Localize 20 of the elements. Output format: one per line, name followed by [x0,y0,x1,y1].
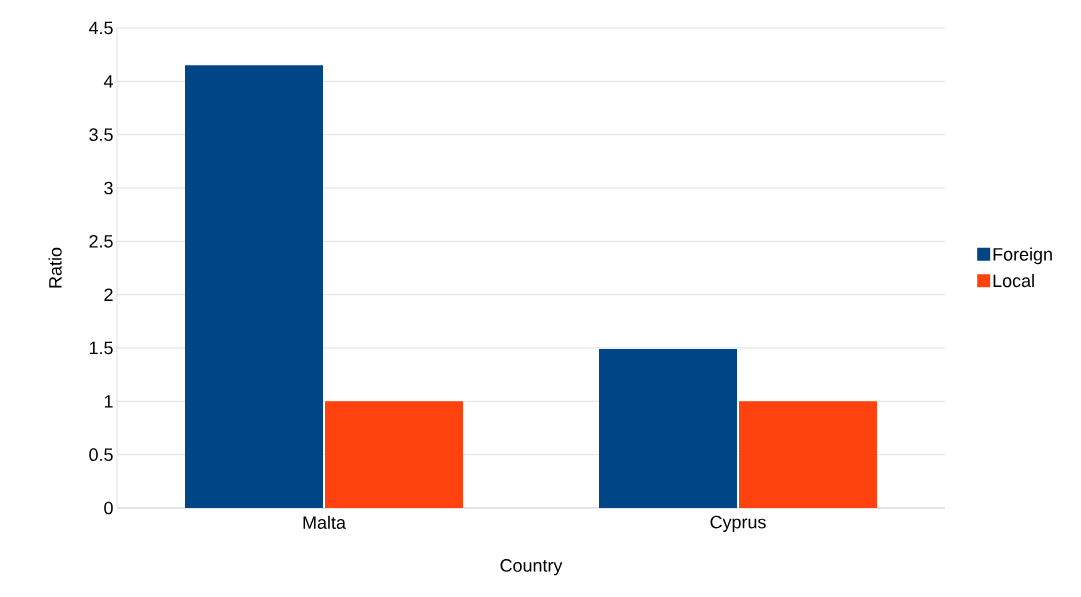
y-tick-label: 3.5 [89,128,113,141]
legend-label: Foreign [993,247,1052,265]
bar [599,349,738,508]
x-tick-label: Cyprus [710,515,766,532]
y-tick-label: 2.5 [89,234,113,248]
y-tick-label: 1.5 [89,341,113,355]
x-axis-title: Country [500,559,563,576]
y-tick-label: 4.5 [88,21,113,35]
y-tick-label: 1 [104,395,113,408]
y-tick-label: 2 [104,288,113,301]
legend-label: Local [993,273,1034,288]
y-tick-label: 0.5 [89,448,113,461]
bar [325,401,464,508]
y-tick-label: 0 [104,501,113,515]
x-tick-label: Malta [303,515,346,529]
bar [185,65,324,508]
bar [739,401,878,508]
y-tick-label: 3 [104,181,113,195]
y-axis-title: Ratio [48,247,62,288]
y-tick-label: 4 [103,75,113,88]
